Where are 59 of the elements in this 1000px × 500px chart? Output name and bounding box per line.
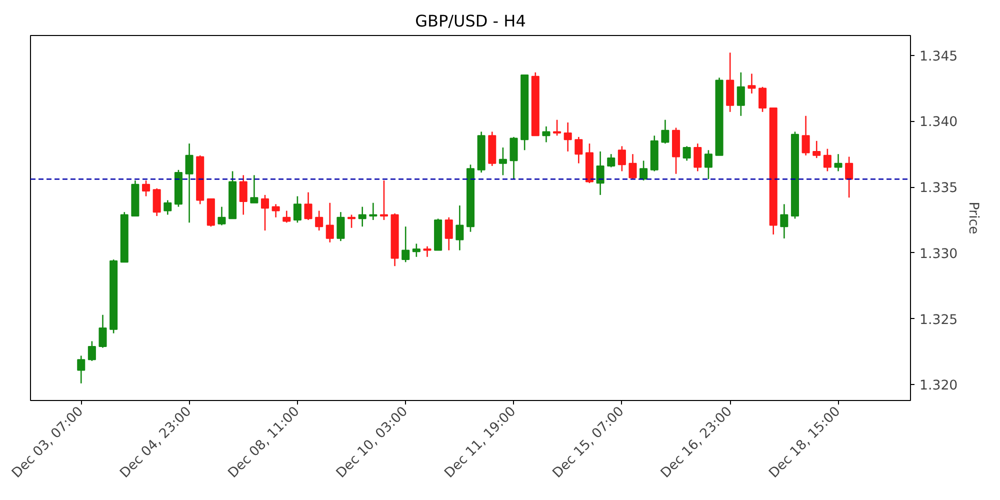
candlestick — [282, 210, 291, 224]
candlestick — [326, 202, 334, 244]
candlestick — [802, 115, 810, 156]
y-tick-label: 1.320 — [920, 378, 958, 394]
candlestick — [823, 148, 832, 172]
candlestick — [348, 214, 356, 229]
candlestick — [758, 86, 767, 113]
candlestick — [77, 355, 86, 384]
candlestick — [98, 314, 107, 348]
candlestick — [444, 216, 453, 251]
candlestick — [293, 196, 302, 224]
candlestick — [358, 206, 366, 228]
candlestick — [694, 142, 702, 172]
candlestick — [88, 340, 96, 362]
candlestick — [336, 211, 345, 242]
candlestick — [250, 174, 258, 204]
candlestick — [260, 194, 270, 232]
y-tick-label: 1.345 — [920, 49, 958, 64]
candlestick — [628, 153, 637, 180]
candlestick — [564, 122, 572, 152]
candlestick — [834, 153, 842, 172]
candlestick — [542, 126, 550, 143]
candlestick — [574, 136, 583, 164]
y-tick-label: 1.340 — [920, 115, 958, 130]
candlestick — [498, 146, 507, 176]
candlestick — [315, 210, 324, 232]
candlestick — [607, 153, 616, 168]
candlestick — [596, 150, 604, 196]
candlestick — [142, 180, 150, 197]
candlestick — [412, 243, 420, 258]
candlestick — [640, 160, 648, 182]
y-tick-label: 1.325 — [920, 312, 958, 328]
candlestick — [239, 174, 248, 216]
candlestick — [682, 146, 691, 162]
candlestick — [152, 188, 161, 217]
candlestick — [304, 192, 312, 221]
candlestick — [553, 119, 562, 136]
candlestick — [218, 206, 226, 226]
candlestick — [423, 246, 432, 258]
candlestick — [845, 156, 854, 198]
candlestick — [748, 73, 756, 94]
y-tick-label: 1.330 — [920, 246, 958, 262]
candlestick — [456, 204, 464, 251]
candlestick — [661, 119, 670, 144]
y-axis-title: Price — [966, 202, 981, 234]
candlestick — [402, 226, 410, 263]
candlestick — [812, 140, 821, 159]
candlestick — [185, 142, 194, 224]
y-tick-label: 1.335 — [920, 181, 958, 196]
candlestick — [618, 146, 626, 172]
candlestick — [510, 136, 518, 180]
chart-title: GBP/USD - H4 — [415, 12, 526, 30]
candlestick — [736, 72, 745, 117]
candlestick — [780, 204, 788, 240]
candlestick — [380, 180, 388, 221]
candlestick — [164, 200, 172, 216]
candlestick — [704, 149, 712, 180]
candlestick — [369, 202, 378, 221]
candlestick — [272, 204, 280, 218]
